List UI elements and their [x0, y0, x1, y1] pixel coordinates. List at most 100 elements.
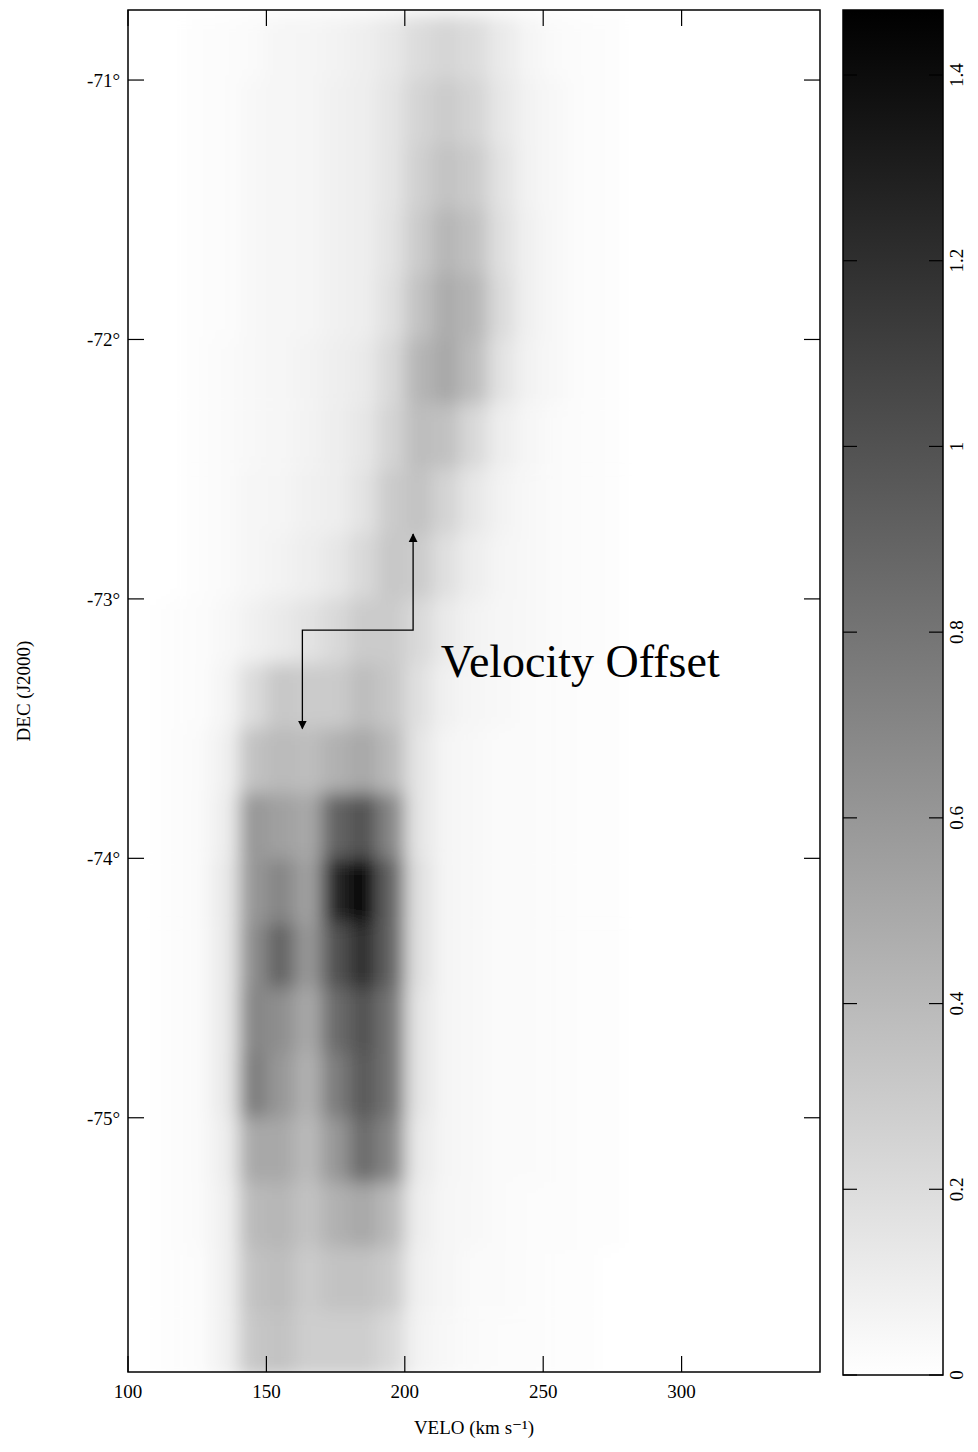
heatmap-cell	[599, 15, 627, 80]
heatmap-cell	[626, 1053, 654, 1118]
heatmap-cell	[349, 1312, 377, 1372]
heatmap-cell	[377, 534, 405, 599]
heatmap-cell	[460, 923, 488, 988]
heatmap-cell	[460, 793, 488, 858]
heatmap-cell	[266, 923, 294, 988]
heatmap-cell	[211, 858, 239, 923]
heatmap-cell	[377, 1118, 405, 1183]
heatmap-cell	[709, 1247, 737, 1312]
heatmap-cell	[737, 1247, 765, 1312]
heatmap-cell	[239, 729, 267, 794]
heatmap-cell	[516, 1312, 544, 1372]
heatmap-cell	[571, 80, 599, 145]
heatmap-cell	[405, 858, 433, 923]
heatmap-cell	[654, 534, 682, 599]
heatmap-cell	[792, 210, 820, 275]
heatmap-cell	[349, 15, 377, 80]
heatmap-cell	[322, 404, 350, 469]
heatmap-cell	[654, 1247, 682, 1312]
heatmap-cell	[349, 339, 377, 404]
heatmap-cell	[543, 858, 571, 923]
heatmap-cell	[488, 858, 516, 923]
heatmap-cell	[432, 793, 460, 858]
heatmap-cell	[682, 1183, 710, 1248]
heatmap-cell	[183, 275, 211, 340]
heatmap-cell	[765, 534, 793, 599]
heatmap-cell	[792, 1118, 820, 1183]
colorbar-tick	[843, 1189, 857, 1190]
heatmap-cell	[543, 80, 571, 145]
heatmap-cell	[792, 923, 820, 988]
heatmap-cell	[682, 469, 710, 534]
heatmap-cell	[266, 534, 294, 599]
heatmap-cell	[322, 275, 350, 340]
colorbar-tick-right	[929, 74, 943, 75]
heatmap-cell	[488, 1312, 516, 1372]
heatmap-cell	[266, 210, 294, 275]
heatmap-cell	[626, 1312, 654, 1372]
heatmap-cell	[183, 1312, 211, 1372]
heatmap-cell	[128, 1247, 156, 1312]
heatmap-cell	[543, 404, 571, 469]
x-tick-top	[681, 10, 682, 26]
heatmap-cell	[765, 404, 793, 469]
heatmap-cell	[432, 15, 460, 80]
heatmap-cell	[516, 80, 544, 145]
heatmap-cell	[322, 210, 350, 275]
heatmap-cell	[377, 469, 405, 534]
heatmap-cell	[322, 923, 350, 988]
heatmap-cell	[211, 1312, 239, 1372]
heatmap-cell	[266, 339, 294, 404]
heatmap-cell	[654, 988, 682, 1053]
heatmap-cell	[183, 1053, 211, 1118]
x-tick-label: 100	[114, 1381, 143, 1402]
heatmap-cell	[792, 729, 820, 794]
heatmap-cell	[239, 988, 267, 1053]
heatmap-cell	[377, 858, 405, 923]
heatmap-cell	[599, 793, 627, 858]
heatmap-cell	[737, 858, 765, 923]
heatmap-cell	[488, 469, 516, 534]
heatmap-cell	[488, 275, 516, 340]
colorbar-tick	[843, 817, 857, 818]
heatmap-cell	[239, 793, 267, 858]
heatmap-cell	[654, 80, 682, 145]
heatmap-cell	[682, 988, 710, 1053]
heatmap-cell	[432, 534, 460, 599]
heatmap-cell	[266, 664, 294, 729]
heatmap-cell	[599, 1183, 627, 1248]
x-tick-top	[543, 10, 544, 26]
heatmap-cell	[349, 404, 377, 469]
heatmap-cell	[211, 15, 239, 80]
colorbar-tick-label: 1.2	[946, 249, 967, 273]
heatmap-cell	[765, 1247, 793, 1312]
annotation-arrow	[302, 534, 413, 729]
heatmap-cell	[405, 664, 433, 729]
heatmap-cell	[239, 404, 267, 469]
y-tick-label: -75°	[87, 1108, 120, 1129]
heatmap-cell	[432, 339, 460, 404]
heatmap-cell	[543, 1183, 571, 1248]
colorbar-tick-label: 1.4	[946, 63, 967, 87]
heatmap-cell	[266, 1053, 294, 1118]
heatmap-cell	[211, 339, 239, 404]
heatmap-cell	[765, 793, 793, 858]
heatmap-cell	[211, 923, 239, 988]
heatmap-cell	[266, 15, 294, 80]
heatmap-cell	[294, 210, 322, 275]
colorbar-tick-right	[929, 632, 943, 633]
heatmap-cell	[294, 1247, 322, 1312]
heatmap-cell	[737, 275, 765, 340]
heatmap-cell	[765, 210, 793, 275]
heatmap-cell	[709, 1118, 737, 1183]
heatmap-cell	[377, 80, 405, 145]
x-tick-label: 200	[391, 1381, 420, 1402]
heatmap-cell	[183, 664, 211, 729]
heatmap-cell	[405, 534, 433, 599]
heatmap-cell	[377, 339, 405, 404]
heatmap-cell	[405, 210, 433, 275]
heatmap-cell	[239, 145, 267, 210]
heatmap-cell	[516, 339, 544, 404]
heatmap-cell	[599, 275, 627, 340]
heatmap-cell	[349, 210, 377, 275]
